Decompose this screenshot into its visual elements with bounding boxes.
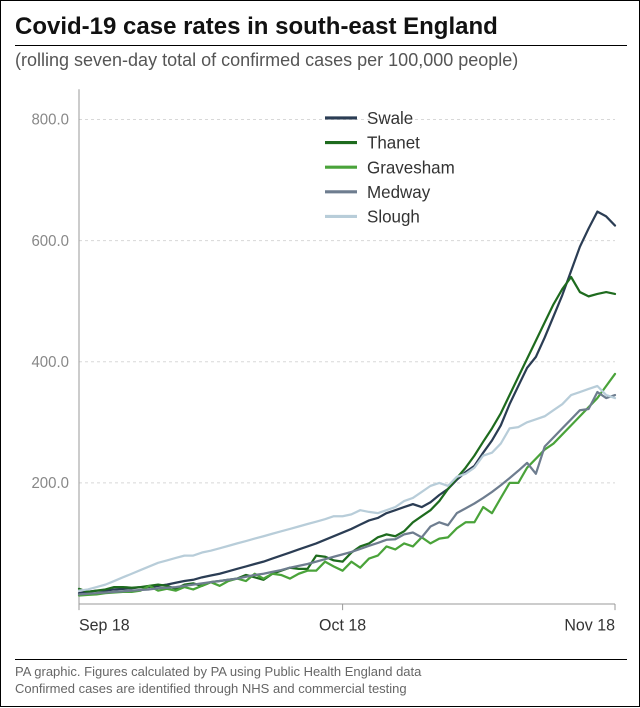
series-line-slough [79,386,615,591]
x-tick-label: Oct 18 [319,616,366,634]
y-tick-label: 600.0 [31,233,69,250]
chart-subtitle: (rolling seven-day total of confirmed ca… [15,46,627,71]
y-tick-label: 800.0 [31,111,69,128]
legend-label-slough: Slough [367,206,420,226]
x-tick-label: Sep 18 [79,616,130,634]
footer-line-1: PA graphic. Figures calculated by PA usi… [15,664,627,681]
footer-line-2: Confirmed cases are identified through N… [15,681,627,698]
chart-footer: PA graphic. Figures calculated by PA usi… [15,659,627,698]
legend-label-thanet: Thanet [367,133,420,153]
series-line-swale [79,212,615,594]
chart-title: Covid-19 case rates in south-east Englan… [15,13,627,46]
legend-label-medway: Medway [367,182,431,202]
x-tick-label: Nov 18 [564,616,615,634]
y-tick-label: 200.0 [31,475,69,492]
chart-area: 200.0 400.0 600.0 800.0 Sep 18 Oct 18 Nov 18 Sw… [15,79,627,653]
legend-label-swale: Swale [367,108,413,128]
series-line-thanet [79,277,615,592]
series-line-medway [79,392,615,594]
y-tick-label: 400.0 [31,354,69,371]
legend-label-gravesham: Gravesham [367,157,455,177]
